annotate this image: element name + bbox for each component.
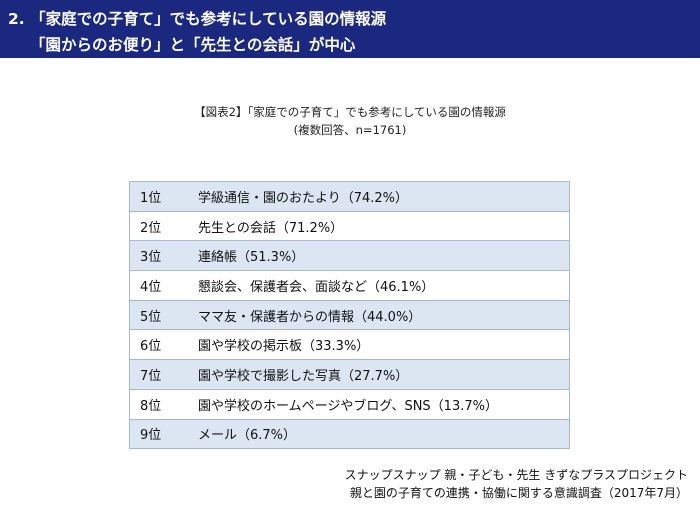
header-title-line2: 「園からのお便り」と「先生との会話」が中心 [30, 36, 356, 54]
rank-item: 先生との会話（71.2%） [198, 220, 344, 236]
rank-number: 3位 [140, 250, 162, 266]
rank-item: メール（6.7%） [198, 428, 297, 444]
table-row: 6位 園や学校の掲示板（33.3%） [129, 330, 570, 361]
rank-number: 1位 [140, 190, 162, 206]
source-line1: スナップスナップ 親・子ども・先生 きずなプラスプロジェクト [344, 468, 688, 482]
rank-number: 7位 [140, 368, 162, 384]
table-row: 4位 懇談会、保護者会、面談など（46.1%） [129, 271, 570, 301]
table-row: 3位 連絡帳（51.3%） [129, 241, 570, 272]
table-row: 2位 先生との会話（71.2%） [129, 211, 570, 242]
rank-item: 園や学校の掲示板（33.3%） [198, 339, 370, 355]
rank-item: 懇談会、保護者会、面談など（46.1%） [198, 279, 435, 295]
rank-item: 学級通信・園のおたより（74.2%） [198, 190, 409, 206]
table-row: 9位 メール（6.7%） [129, 419, 570, 450]
source-line2: 親と園の子育ての連携・協働に関する意識調査（2017年7月） [349, 486, 688, 500]
rank-number: 8位 [140, 398, 162, 414]
rank-number: 4位 [140, 279, 162, 295]
ranking-table: 1位 学級通信・園のおたより（74.2%） 2位 先生との会話（71.2%） 3… [129, 181, 570, 450]
header-banner: 2. 「家庭での子育て」でも参考にしている園の情報源 「園からのお便り」と「先生… [0, 0, 700, 58]
rank-number: 6位 [140, 339, 162, 355]
header-title-line1: 2. 「家庭での子育て」でも参考にしている園の情報源 [8, 10, 387, 28]
chart-subtitle: (複数回答、n=1761) [293, 123, 407, 137]
table-row: 1位 学級通信・園のおたより（74.2%） [129, 182, 570, 212]
rank-number: 5位 [140, 309, 162, 325]
table-row: 5位 ママ友・保護者からの情報（44.0%） [129, 300, 570, 331]
rank-number: 2位 [140, 220, 162, 236]
table-row: 7位 園や学校で撮影した写真（27.7%） [129, 360, 570, 390]
table-row: 8位 園や学校のホームページやブログ、SNS（13.7%） [129, 389, 570, 420]
chart-title: 【図表2】「家庭での子育て」でも参考にしている園の情報源 [194, 105, 506, 119]
rank-item: ママ友・保護者からの情報（44.0%） [198, 309, 422, 325]
rank-number: 9位 [140, 428, 162, 444]
rank-item: 園や学校で撮影した写真（27.7%） [198, 368, 409, 384]
rank-item: 園や学校のホームページやブログ、SNS（13.7%） [198, 398, 498, 414]
rank-item: 連絡帳（51.3%） [198, 250, 305, 266]
